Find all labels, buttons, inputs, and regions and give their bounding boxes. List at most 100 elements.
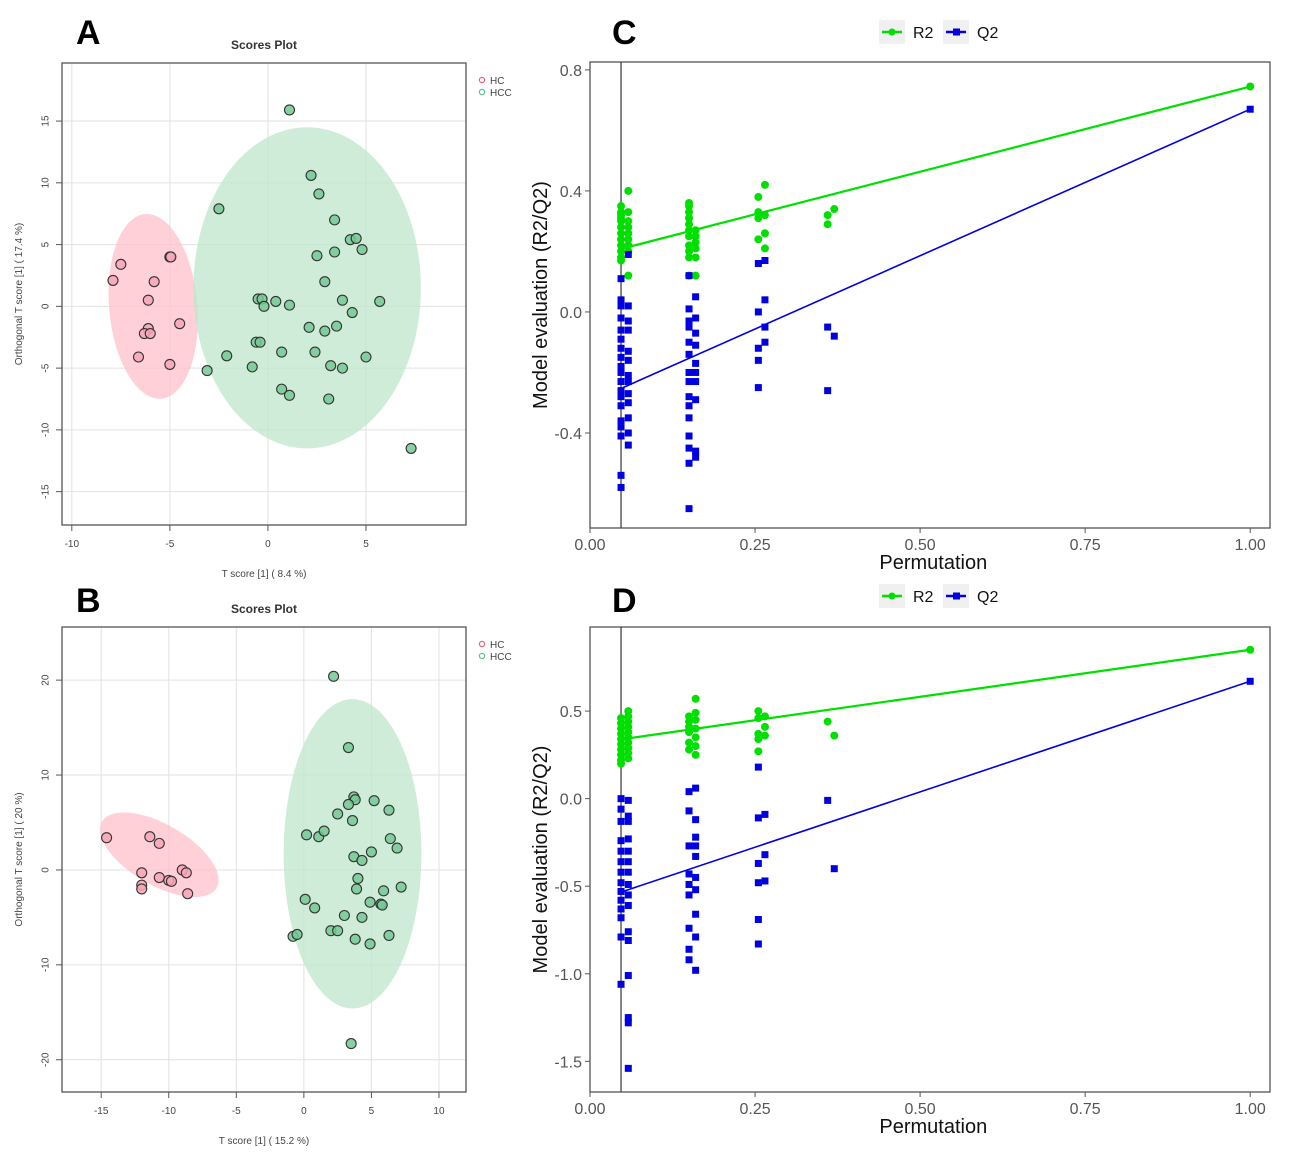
r2-point — [754, 192, 763, 201]
data-point-hcc — [384, 833, 396, 845]
q2-point — [624, 1019, 632, 1027]
x-tick-label: -10 — [65, 539, 80, 550]
data-point-hcc — [391, 842, 403, 854]
y-axis-label: Orthogonal T score [1] ( 17.4 %) — [14, 223, 25, 365]
data-point-hcc — [325, 360, 337, 372]
data-point-hcc — [332, 925, 344, 937]
q2-point — [754, 814, 762, 822]
data-point-hcc — [299, 893, 311, 905]
r2-point — [760, 180, 769, 189]
y-tick-label: -1.5 — [554, 1054, 582, 1071]
y-tick-label: -0.4 — [554, 426, 582, 443]
r2-point — [691, 708, 700, 717]
x-tick-label: -5 — [165, 539, 174, 550]
panel-d: 0.00 0.25 0.50 0.75 1.00 -1.5 -1.0 -0.5 0.0 0.5 Pe… — [530, 584, 1271, 1138]
x-tick-label: 0.50 — [905, 537, 936, 554]
data-point-hc — [174, 318, 186, 330]
q2-point — [692, 329, 700, 337]
q2-point — [692, 833, 700, 841]
q2-point — [692, 966, 700, 974]
q2-point — [685, 870, 693, 878]
r2-point — [624, 223, 633, 232]
r2-point — [624, 754, 633, 763]
q2-fit-line — [622, 108, 1251, 389]
y-axis-label: Model evaluation (R2/Q2) — [530, 181, 552, 409]
r2-point — [691, 253, 700, 262]
x-tick-label: 0.75 — [1070, 537, 1101, 554]
y-axis-label: Orthogonal T score [1] ( 20 %) — [14, 792, 25, 926]
data-point-hcc — [395, 881, 407, 893]
data-point-hcc — [352, 872, 364, 885]
data-point-hcc — [276, 383, 288, 395]
r2-point — [685, 738, 694, 747]
q2-point — [685, 842, 693, 850]
q2-point — [617, 858, 625, 866]
x-tick-label: 0.25 — [739, 537, 770, 554]
q2-point — [617, 471, 625, 479]
q2-point — [624, 441, 632, 449]
q2-point — [617, 387, 625, 395]
y-tick-label: 0.0 — [560, 305, 582, 322]
q2-point — [617, 432, 625, 440]
q2-point — [685, 393, 693, 401]
x-tick-label: -5 — [232, 1106, 241, 1117]
legend-key-marker-q2 — [953, 28, 960, 36]
q2-point — [754, 879, 762, 887]
r2-point — [754, 747, 763, 756]
x-tick-label: 0.00 — [574, 537, 605, 554]
legend-marker-hc — [478, 640, 486, 648]
q2-point — [624, 429, 632, 437]
q2-point — [685, 378, 693, 386]
r2-point — [685, 220, 694, 229]
data-point-hcc — [309, 346, 321, 358]
q2-point — [692, 359, 700, 367]
legend-label-hcc: HCC — [490, 88, 512, 99]
q2-point — [624, 250, 632, 258]
q2-point — [624, 302, 632, 310]
data-point-hcc — [336, 294, 348, 306]
data-point-hc — [180, 867, 192, 879]
legend-key-marker-r2 — [888, 28, 896, 36]
q2-point — [617, 417, 625, 425]
q2-point — [754, 859, 762, 867]
q2-point — [692, 873, 700, 881]
data-point-hcc — [301, 829, 313, 841]
q2-point — [624, 901, 632, 909]
q2-point — [617, 423, 625, 431]
q2-point — [685, 807, 693, 815]
r2-point — [823, 220, 832, 229]
q2-point — [685, 432, 693, 440]
q2-point — [754, 308, 762, 316]
y-tick-label: 0 — [41, 303, 52, 309]
y-tick-label: -15 — [41, 484, 52, 499]
q2-point — [685, 305, 693, 313]
q2-point — [624, 399, 632, 407]
x-tick-label: 0.25 — [739, 1101, 770, 1118]
q2-point — [617, 795, 625, 803]
data-point-hcc — [346, 815, 359, 827]
q2-point — [617, 296, 625, 304]
q2-point — [624, 972, 632, 980]
q2-point — [754, 940, 762, 948]
data-point-hcc — [342, 741, 354, 754]
data-point-hcc — [283, 299, 296, 311]
x-axis-label: T score [1] ( 8.4 %) — [222, 569, 307, 580]
r2-point — [617, 759, 626, 768]
q2-fit-line — [622, 680, 1251, 893]
r2-point — [691, 238, 700, 247]
x-axis-label: T score [1] ( 15.2 %) — [219, 1136, 309, 1147]
r2-fit-line — [622, 85, 1251, 250]
data-point-hc — [148, 276, 160, 288]
r2-point — [685, 202, 694, 211]
q2-point — [685, 880, 693, 888]
y-tick-label: 0.4 — [560, 184, 582, 201]
x-tick-label: 0 — [265, 539, 271, 550]
q2-point — [624, 378, 632, 386]
r2-point — [617, 214, 626, 223]
r2-point — [624, 208, 633, 217]
q2-point — [685, 924, 693, 932]
data-point-hc — [165, 875, 177, 887]
q2-point — [617, 344, 625, 352]
q2-point — [761, 810, 769, 818]
r2-point — [685, 745, 694, 754]
